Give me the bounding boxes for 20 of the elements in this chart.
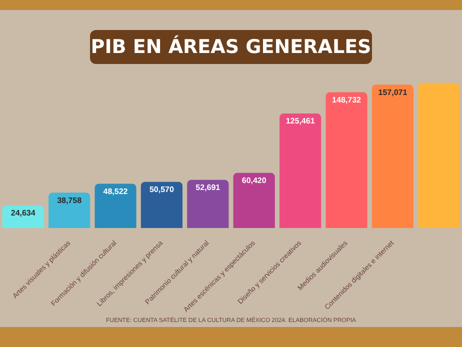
bar (326, 92, 368, 228)
bar (233, 172, 275, 228)
chart-title: PIB EN ÁREAS GENERALES (90, 30, 372, 64)
bar (48, 192, 90, 228)
bar (418, 82, 460, 228)
data-label: 157,071 (378, 88, 408, 97)
bar (140, 182, 182, 228)
data-label: 38,758 (57, 196, 82, 205)
data-label: 125,461 (286, 116, 316, 126)
bar (280, 114, 322, 228)
bar (2, 206, 44, 228)
data-label: 60,420 (242, 176, 267, 186)
bar (372, 84, 414, 228)
data-label: 48,522 (103, 186, 128, 196)
data-label: 148,732 (332, 95, 362, 104)
data-label: 50,570 (149, 185, 174, 194)
data-label: 52,691 (196, 183, 221, 192)
data-label: 24,634 (10, 208, 36, 218)
bar (94, 184, 136, 228)
bar (187, 180, 229, 228)
